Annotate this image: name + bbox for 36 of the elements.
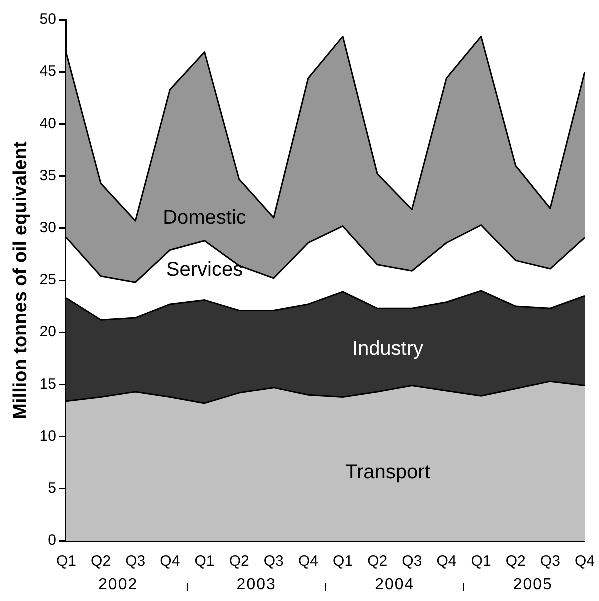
y-tick-label: 35 [40,167,56,184]
text: 2004 [375,576,415,594]
y-tick-label: 15 [40,376,56,393]
y-axis-title: Million tonnes of oil equivalent [10,141,32,420]
series-label: Domestic [163,206,246,229]
y-tick-label: 40 [40,115,56,132]
x-tick-label: Q3 [540,553,560,570]
x-tick-label: Q1 [56,553,76,570]
y-tick-label: 20 [40,324,56,341]
x-tick-label: Q2 [229,553,250,570]
y-tick-label: 50 [40,11,56,28]
x-tick-label: Q2 [91,553,112,570]
x-tick-label: Q2 [368,553,388,570]
x-tick-label: Q4 [160,553,180,570]
text: 2002 [98,576,138,594]
y-tick-label: 0 [48,532,56,550]
x-tick-label: Q3 [126,553,146,570]
x-tick-label: Q3 [402,553,422,570]
series-label: Industry [352,338,424,360]
y-tick-label: 30 [40,220,56,237]
y-tick-label: 25 [40,272,56,289]
series-label: Transport [346,462,431,484]
x-tick-label: Q2 [506,553,526,570]
y-tick-label: 45 [40,63,56,80]
text: 2005 [513,576,553,594]
x-tick-label: Q4 [298,553,318,570]
x-tick-label: Q4 [436,553,457,570]
y-tick-label: 10 [40,428,56,445]
x-tick-label: Q1 [333,553,354,570]
y-tick-label: 5 [48,480,56,498]
text: 2003 [236,576,276,594]
x-tick-label: Q3 [264,553,284,570]
series-label: Services [166,259,244,282]
x-tick-label: Q1 [471,553,492,570]
x-tick-label: Q1 [194,553,215,570]
x-tick-label: Q4 [574,553,596,570]
